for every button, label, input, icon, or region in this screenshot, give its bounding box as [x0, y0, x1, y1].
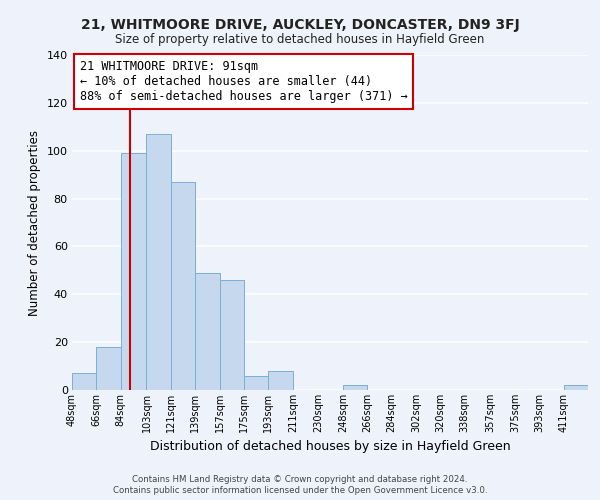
Bar — [268, 371, 293, 390]
Text: Contains public sector information licensed under the Open Government Licence v3: Contains public sector information licen… — [113, 486, 487, 495]
Text: 21, WHITMOORE DRIVE, AUCKLEY, DONCASTER, DN9 3FJ: 21, WHITMOORE DRIVE, AUCKLEY, DONCASTER,… — [80, 18, 520, 32]
Bar — [220, 280, 244, 390]
X-axis label: Distribution of detached houses by size in Hayfield Green: Distribution of detached houses by size … — [149, 440, 511, 454]
Bar — [171, 182, 195, 390]
Bar — [97, 347, 121, 390]
Bar — [343, 385, 367, 390]
Bar — [72, 373, 97, 390]
Bar — [121, 153, 146, 390]
Bar — [146, 134, 171, 390]
Bar — [195, 273, 220, 390]
Bar — [244, 376, 268, 390]
Y-axis label: Number of detached properties: Number of detached properties — [28, 130, 41, 316]
Bar — [563, 385, 588, 390]
Text: Contains HM Land Registry data © Crown copyright and database right 2024.: Contains HM Land Registry data © Crown c… — [132, 475, 468, 484]
Text: Size of property relative to detached houses in Hayfield Green: Size of property relative to detached ho… — [115, 32, 485, 46]
Text: 21 WHITMOORE DRIVE: 91sqm
← 10% of detached houses are smaller (44)
88% of semi-: 21 WHITMOORE DRIVE: 91sqm ← 10% of detac… — [80, 60, 407, 103]
